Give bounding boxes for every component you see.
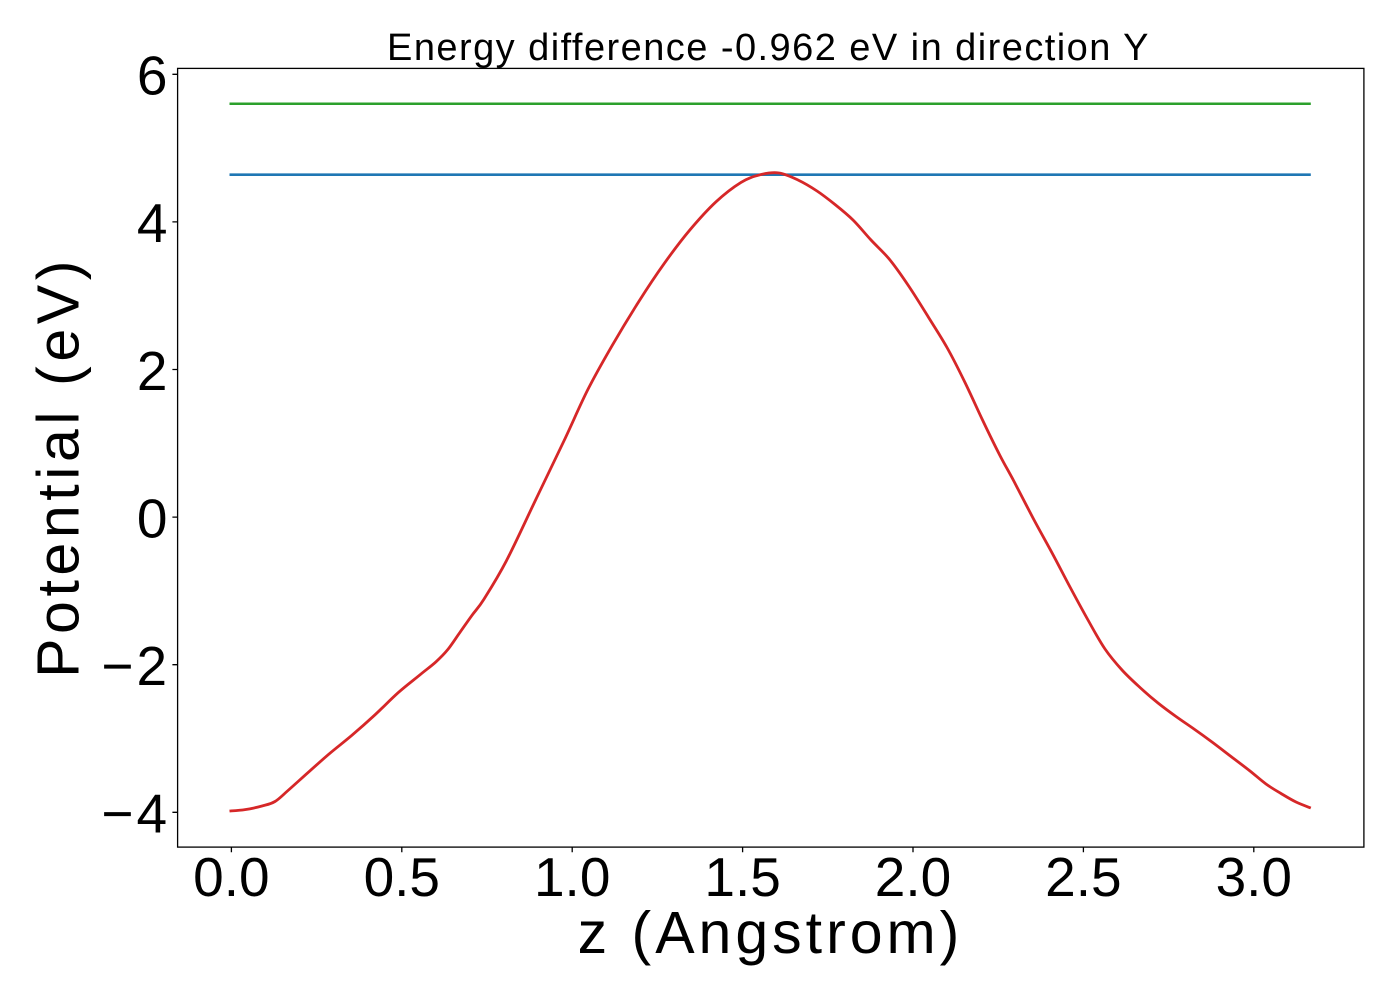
- svg-text:−2: −2: [101, 635, 170, 697]
- svg-text:0.0: 0.0: [193, 846, 269, 908]
- svg-text:1.5: 1.5: [704, 846, 780, 908]
- svg-text:2: 2: [137, 340, 168, 402]
- svg-text:2.0: 2.0: [875, 846, 951, 908]
- svg-text:0.5: 0.5: [364, 846, 440, 908]
- svg-text:Energy difference -0.962 eV in: Energy difference -0.962 eV in direction…: [387, 27, 1150, 69]
- svg-text:4: 4: [137, 192, 168, 254]
- svg-text:0: 0: [137, 487, 168, 549]
- svg-text:Potential (eV): Potential (eV): [26, 256, 92, 678]
- svg-text:6: 6: [137, 45, 168, 107]
- svg-text:−4: −4: [101, 783, 170, 845]
- svg-text:3.0: 3.0: [1216, 846, 1292, 908]
- svg-text:2.5: 2.5: [1045, 846, 1121, 908]
- svg-text:1.0: 1.0: [534, 846, 610, 908]
- svg-text:z (Angstrom): z (Angstrom): [578, 900, 964, 966]
